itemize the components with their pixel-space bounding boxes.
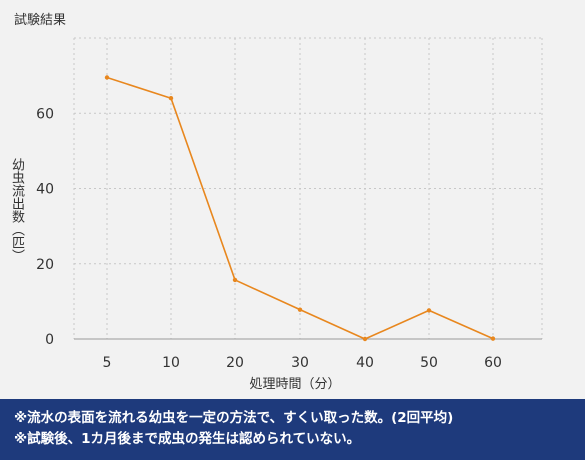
- y-tick-label: 40: [36, 182, 54, 198]
- data-point: [426, 308, 432, 313]
- x-tick-label: 5: [103, 355, 112, 371]
- y-tick-label: 0: [45, 332, 54, 348]
- footnote-2: ※試験後、1カ月後まで成虫の発生は認められていない。: [14, 431, 361, 447]
- grid-lines: [73, 37, 543, 339]
- y-tick-label: 20: [36, 257, 54, 273]
- line-chart: 0 20 40 60 5 10 20 30 40 50 60 処理時間（分）: [36, 37, 543, 392]
- y-axis-title: 幼虫流出数（匹）: [9, 158, 24, 262]
- data-point: [297, 307, 303, 312]
- footnote-bar: ※流水の表面を流れる幼虫を一定の方法で、すくい取った数。(2回平均) ※試験後、…: [0, 399, 585, 460]
- chart-title: 試験結果: [14, 13, 67, 28]
- series-layer: [104, 75, 496, 342]
- x-tick-label: 20: [226, 355, 244, 371]
- data-point: [362, 336, 368, 342]
- x-tick-label: 10: [162, 355, 180, 371]
- x-tick-label: 50: [420, 355, 438, 371]
- data-point: [104, 75, 110, 80]
- x-tick-label: 60: [484, 355, 502, 371]
- tick-labels: 0 20 40 60 5 10 20 30 40 50 60: [36, 106, 502, 371]
- data-point: [490, 336, 496, 341]
- x-tick-label: 40: [356, 355, 374, 371]
- footnote-1: ※流水の表面を流れる幼虫を一定の方法で、すくい取った数。(2回平均): [14, 410, 454, 426]
- data-point: [168, 96, 174, 101]
- x-tick-label: 30: [291, 355, 309, 371]
- data-point: [232, 277, 238, 283]
- y-tick-label: 60: [36, 106, 54, 122]
- x-axis-title: 処理時間（分）: [249, 377, 340, 392]
- y-axis-title-wrap: 幼虫流出数（匹）: [4, 158, 26, 262]
